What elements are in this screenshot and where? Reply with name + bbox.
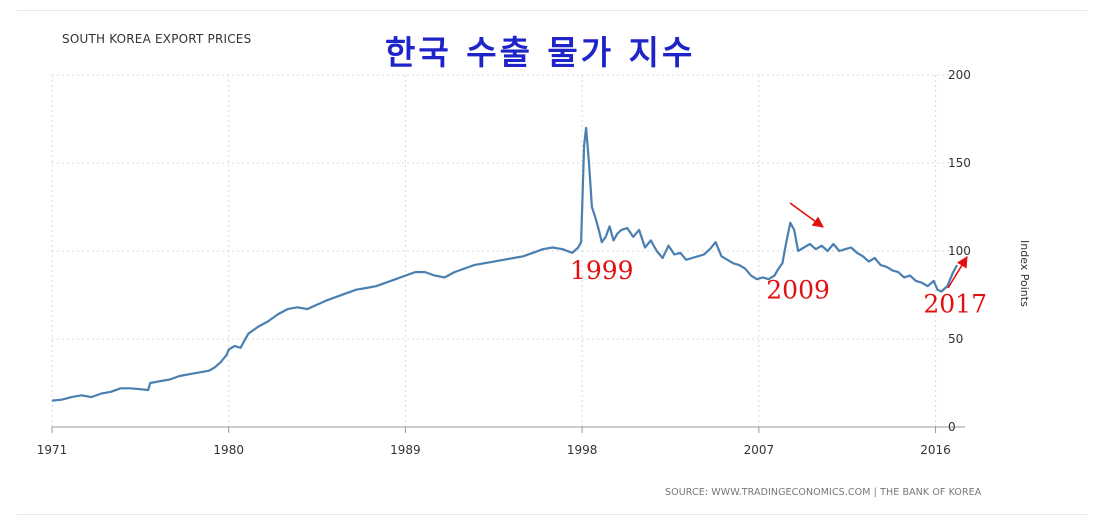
- y-axis-ticks: 0 50 100 150 200: [948, 68, 971, 434]
- annotation-label-2009: 2009: [766, 276, 830, 305]
- source-note: SOURCE: WWW.TRADINGECONOMICS.COM | THE B…: [665, 487, 982, 498]
- x-tick-label: 2007: [744, 443, 775, 457]
- chart-frame: [17, 10, 1087, 515]
- chart-title: SOUTH KOREA EXPORT PRICES: [62, 32, 252, 46]
- x-tick-label: 1989: [390, 443, 421, 457]
- y-tick-label: 100: [948, 244, 971, 258]
- y-tick-label: 0: [948, 420, 956, 434]
- annotation-arrow-2017: [947, 256, 968, 289]
- korean-title: 한국 수출 물가 지수: [385, 33, 696, 72]
- y-tick-label: 150: [948, 156, 971, 170]
- x-tick-label: 2016: [920, 443, 951, 457]
- x-tick-label: 1998: [567, 443, 598, 457]
- x-tick-label: 1980: [213, 443, 244, 457]
- y-tick-label: 50: [948, 332, 963, 346]
- x-tick-label: 1971: [37, 443, 68, 457]
- annotation-label-2017: 2017: [923, 290, 987, 319]
- annotations: 1999 2009 2017: [570, 256, 987, 318]
- annotation-arrow-2009: [789, 202, 824, 228]
- x-axis-ticks: 1971 1980 1989 1998 2007 2016: [37, 426, 965, 457]
- y-tick-label: 200: [948, 68, 971, 82]
- series-line: [51, 126, 959, 402]
- annotation-label-1999: 1999: [570, 256, 634, 285]
- y-axis-label: Index Points: [1018, 240, 1031, 307]
